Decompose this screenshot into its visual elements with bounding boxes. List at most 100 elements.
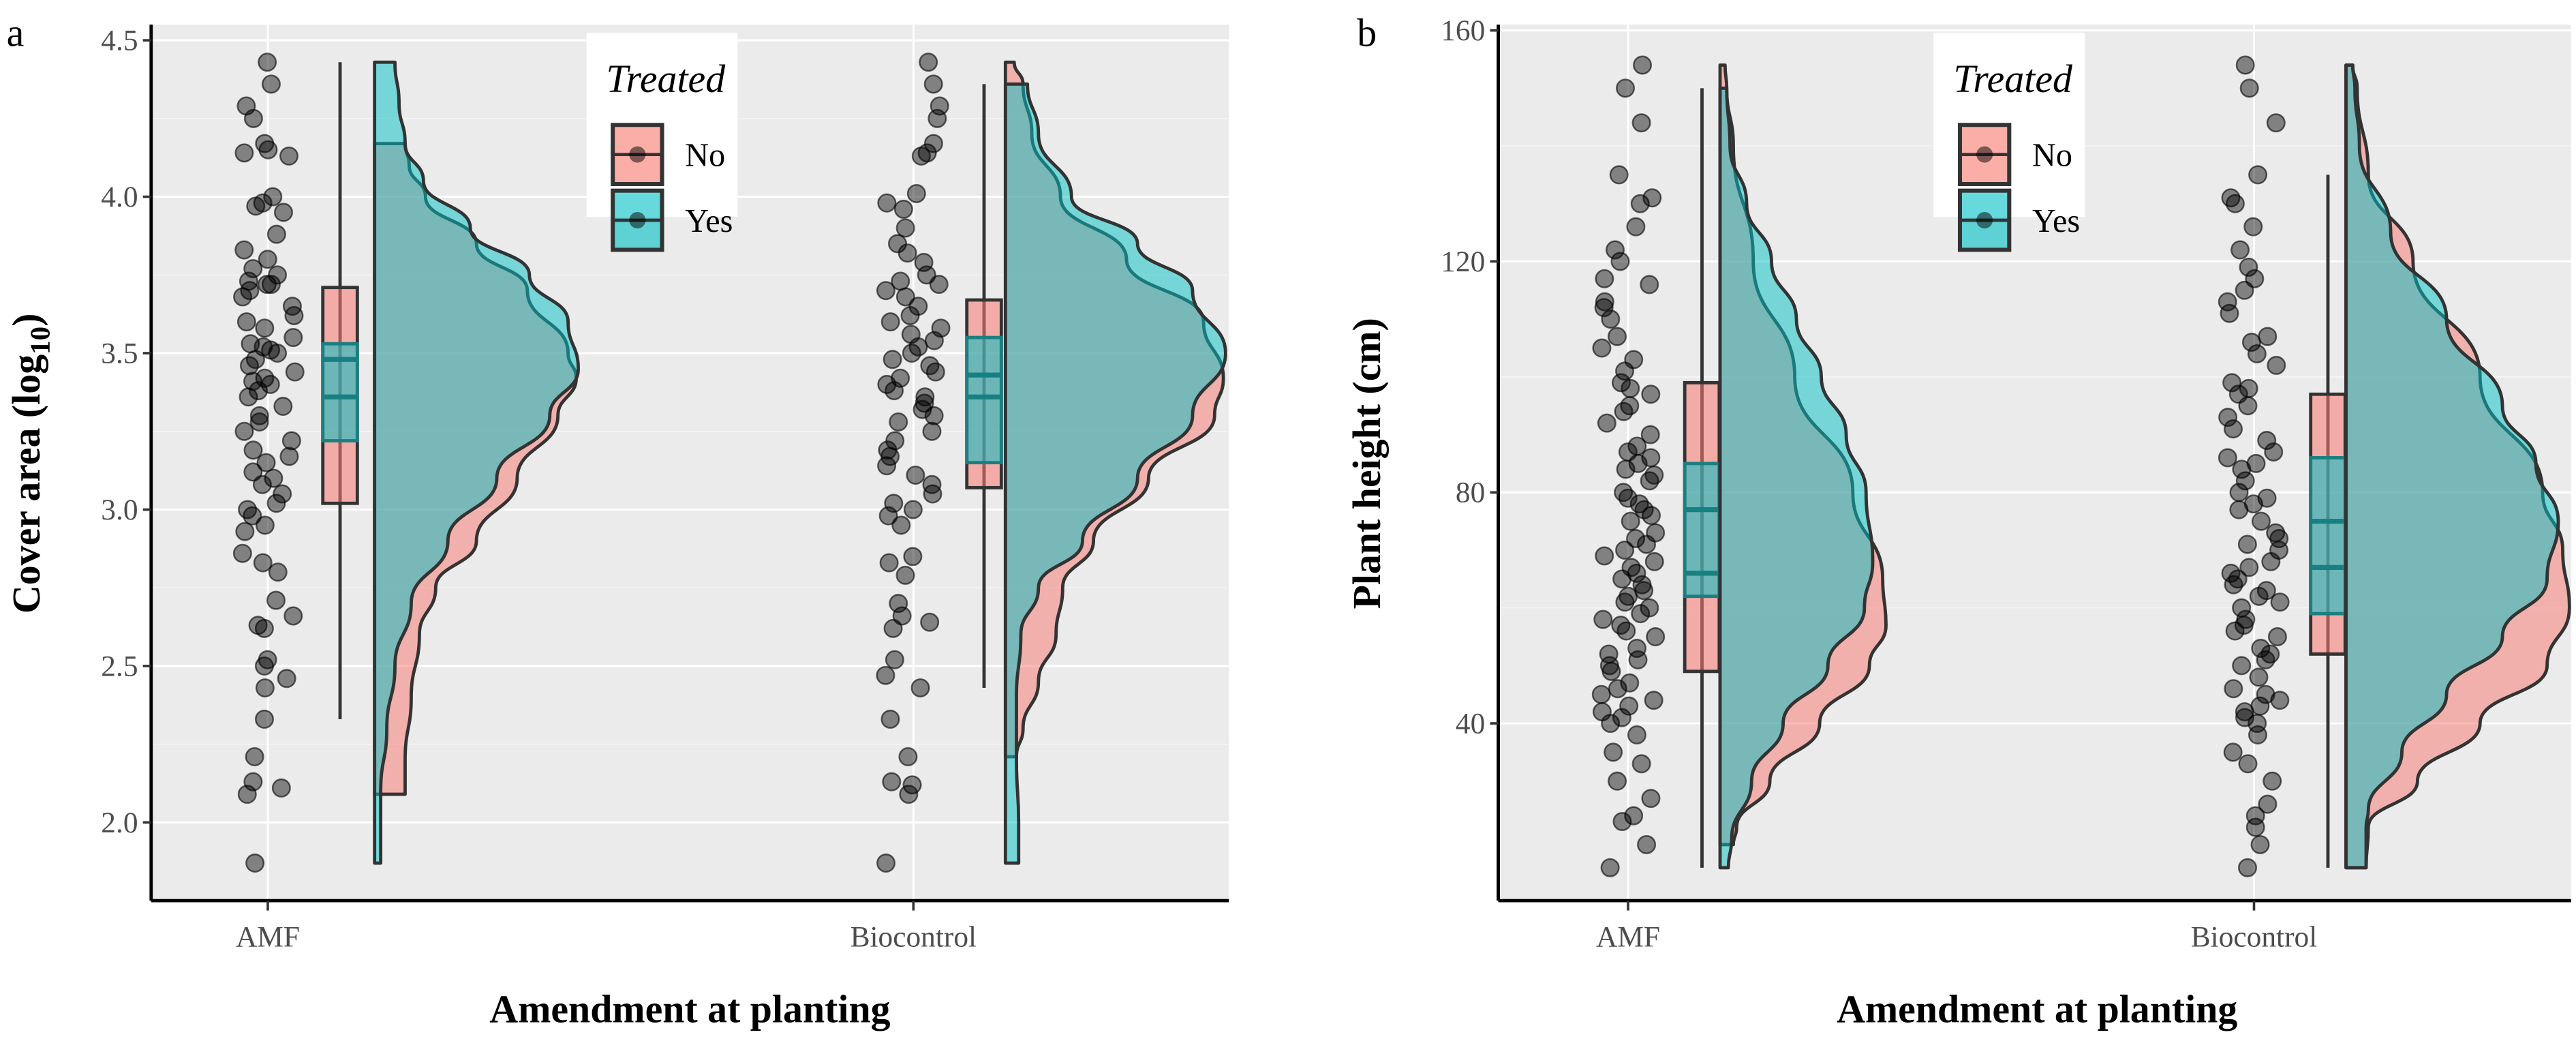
data-point	[2263, 771, 2282, 791]
data-point	[281, 431, 301, 451]
data-point	[906, 184, 926, 203]
y-tick-label: 80	[1456, 477, 1485, 509]
data-point	[249, 406, 269, 425]
data-point	[234, 421, 254, 441]
density-yes	[1003, 82, 1227, 865]
data-point	[235, 522, 255, 541]
data-point	[258, 140, 278, 160]
data-point	[2248, 165, 2268, 185]
data-point	[895, 287, 915, 307]
data-point	[1641, 789, 1661, 809]
data-point	[1640, 425, 1660, 444]
panel-a: a 2.0 2.5 3.0 3.5 4.0 4.5 AMF Biocontrol Amend…	[4, 11, 1229, 1031]
y-tick-label: 2.0	[101, 806, 138, 839]
x-axis-title: Amendment at planting	[1837, 986, 2237, 1031]
x-tick-label: Biocontrol	[850, 921, 977, 954]
data-point	[1619, 696, 1639, 716]
y-tick-label: 40	[1456, 708, 1485, 740]
data-point	[2232, 656, 2252, 676]
y-axis-title-subscript: 10	[24, 327, 55, 354]
data-point	[1642, 506, 1661, 526]
data-point	[234, 143, 254, 163]
data-point	[1633, 55, 1653, 75]
data-point	[257, 275, 277, 295]
data-point	[1627, 725, 1646, 744]
data-point	[279, 146, 298, 166]
data-point	[2267, 627, 2287, 646]
data-point	[919, 52, 938, 72]
data-point	[2247, 344, 2267, 363]
data-point	[1644, 691, 1663, 710]
data-point	[268, 344, 288, 363]
data-point	[876, 854, 896, 873]
data-point	[2235, 471, 2255, 491]
data-point	[1640, 275, 1659, 295]
data-point	[246, 196, 266, 216]
data-point	[232, 543, 252, 563]
y-tick-label: 3.0	[101, 494, 138, 526]
panel-b: b 40 80 120 160 AMF Biocontrol Amendment at …	[1345, 11, 2571, 1031]
data-point	[1594, 298, 1614, 318]
data-point	[924, 331, 944, 350]
data-point	[1601, 661, 1621, 681]
data-point	[1618, 488, 1638, 508]
data-point	[1637, 834, 1657, 854]
data-point	[255, 678, 275, 698]
data-point	[895, 218, 915, 238]
legend-key-no	[611, 123, 664, 187]
data-point	[2270, 592, 2290, 612]
data-point	[284, 305, 304, 325]
data-point	[1601, 714, 1621, 734]
data-point	[1620, 673, 1640, 693]
data-point	[1591, 684, 1611, 704]
data-point	[923, 484, 942, 504]
data-point	[923, 74, 943, 94]
x-axis-title: Amendment at planting	[489, 986, 890, 1031]
data-point	[2238, 858, 2257, 877]
data-point	[255, 515, 275, 535]
data-point	[283, 328, 303, 348]
data-point	[236, 312, 256, 332]
data-point	[2222, 373, 2242, 393]
data-point	[906, 466, 925, 485]
data-point	[911, 146, 931, 166]
legend-label: Yes	[2032, 203, 2080, 239]
marks	[232, 52, 1227, 873]
data-point	[2238, 396, 2258, 416]
data-point	[1640, 471, 1659, 491]
data-point	[285, 362, 305, 382]
data-point	[877, 456, 897, 476]
data-point	[2220, 303, 2239, 323]
data-point	[266, 590, 286, 610]
legend-key-yes	[611, 188, 664, 252]
data-point	[1624, 806, 1644, 826]
data-point	[923, 134, 943, 153]
data-point	[239, 356, 259, 376]
data-point	[274, 202, 293, 222]
data-point	[2261, 552, 2281, 571]
data-point	[1595, 292, 1614, 312]
data-point	[243, 440, 263, 460]
y-tick-label: 2.5	[101, 650, 138, 682]
y-tick-label: 120	[1441, 245, 1485, 278]
panel-label: b	[1357, 11, 1377, 55]
data-point	[1593, 609, 1613, 629]
data-point	[1644, 552, 1664, 571]
box-yes	[965, 335, 1003, 465]
data-point	[880, 709, 900, 729]
data-point	[900, 305, 920, 325]
data-point	[1608, 679, 1627, 699]
legend: Treated No Yes	[1933, 33, 2085, 252]
box-yes	[321, 342, 359, 442]
data-point	[2237, 534, 2257, 554]
y-axis-title: Cover area (log10)	[4, 314, 55, 614]
data-point	[1616, 621, 1636, 641]
data-point	[2264, 442, 2284, 462]
data-point	[1634, 581, 1654, 601]
data-point	[898, 243, 917, 263]
data-point	[258, 52, 277, 72]
data-point	[2258, 794, 2278, 814]
data-point	[261, 74, 281, 94]
data-point	[2238, 754, 2258, 774]
